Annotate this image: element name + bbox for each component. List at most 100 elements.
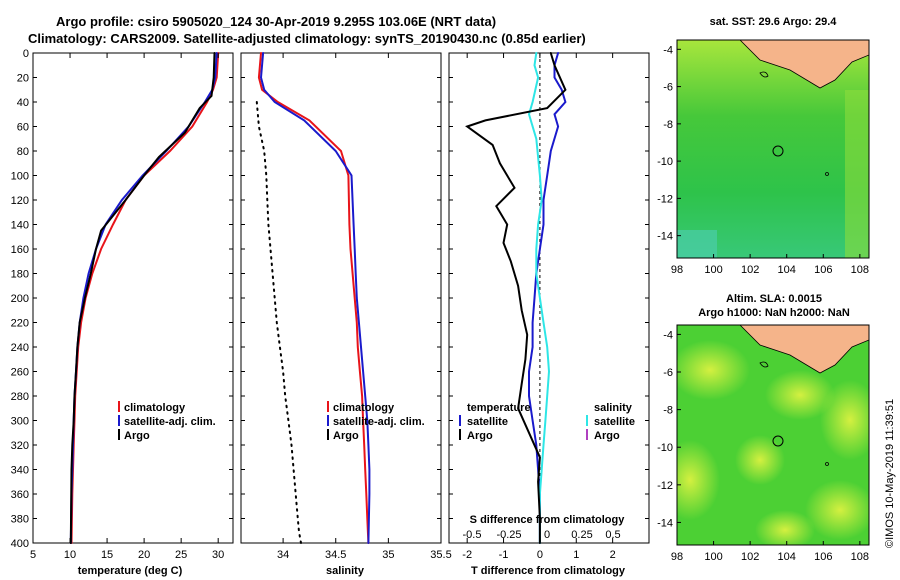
x-tick-label: -2 xyxy=(462,549,472,561)
map-x-tick-label: 102 xyxy=(741,264,759,276)
imos-credit: ©IMOS 10-May-2019 11:39:51 xyxy=(884,399,896,548)
s-tick-label: -0.25 xyxy=(496,529,521,541)
depth-tick-label: 240 xyxy=(11,342,29,354)
legend-t-argo: Argo xyxy=(467,430,493,442)
sumatra-java-landmass xyxy=(677,40,869,89)
legend-salinity-title: salinity xyxy=(594,402,633,414)
legend-climatology: climatology xyxy=(124,402,186,414)
sla-map-subtitle: Argo h1000: NaN h2000: NaN xyxy=(698,307,850,319)
salinity-panel xyxy=(240,52,442,544)
depth-tick-label: 40 xyxy=(17,97,29,109)
map-y-tick-label: -14 xyxy=(657,517,673,529)
s-tick-label: 0.5 xyxy=(605,529,620,541)
argo-location-marker xyxy=(772,435,784,447)
x-tick-label: 15 xyxy=(101,549,113,561)
series-line-climatology xyxy=(70,52,220,544)
depth-tick-label: 100 xyxy=(11,171,29,183)
depth-tick-label: 400 xyxy=(11,538,29,550)
map-y-tick-label: -8 xyxy=(663,405,673,417)
x-tick-label: 0 xyxy=(537,549,543,561)
series-line-s-satellite xyxy=(527,52,551,544)
x-axes: 5 10 15 20 25 30 34 34.5 35 35.5 -2 -1 0 1 2 -0.5 -0.25 0… xyxy=(30,53,621,561)
figure-title-line1: Argo profile: csiro 5905020_124 30-Apr-2… xyxy=(56,14,496,29)
map-x-tick-label: 104 xyxy=(778,551,796,563)
depth-tick-label: 60 xyxy=(17,122,29,134)
map-x-tick-label: 108 xyxy=(851,551,869,563)
map-y-tick-label: -4 xyxy=(663,329,673,341)
x-tick-label: 35.5 xyxy=(430,549,451,561)
map-y-tick-label: -10 xyxy=(657,442,673,454)
legend-argo: Argo xyxy=(333,430,359,442)
depth-tick-label: 140 xyxy=(11,220,29,232)
map-axes: 98 100 102 104 106 108 -4 -6 -8 -10 -12 -14 98 100 102… xyxy=(657,44,869,563)
map-x-tick-label: 98 xyxy=(671,264,683,276)
map-y-tick-label: -8 xyxy=(663,119,673,131)
series-line-argo xyxy=(255,101,302,544)
depth-tick-label: 300 xyxy=(11,416,29,428)
series-line-satellite xyxy=(69,52,218,544)
legend-satellite: satellite-adj. clim. xyxy=(333,416,425,428)
x-tick-label: -1 xyxy=(499,549,509,561)
depth-tick-label: 260 xyxy=(11,367,29,379)
legend-temperature-title: temperature xyxy=(467,402,531,414)
series-line-t-satellite xyxy=(528,52,567,544)
difference-legend: temperature satellite Argo salinity sate… xyxy=(459,402,635,442)
depth-tick-label: 20 xyxy=(17,73,29,85)
map-x-tick-label: 98 xyxy=(671,551,683,563)
x-tick-label: 10 xyxy=(64,549,76,561)
depth-tick-label: 220 xyxy=(11,318,29,330)
depth-tick-label: 380 xyxy=(11,514,29,526)
salinity-legend: climatology satellite-adj. clim. Argo xyxy=(327,401,425,442)
map-y-tick-label: -14 xyxy=(657,231,673,243)
map-x-tick-label: 104 xyxy=(778,264,796,276)
x-tick-label: 34 xyxy=(277,549,289,561)
sumatra-java-landmass xyxy=(677,325,869,374)
legend-climatology: climatology xyxy=(333,402,395,414)
depth-tick-label: 320 xyxy=(11,440,29,452)
map-x-tick-label: 106 xyxy=(814,551,832,563)
map-x-tick-label: 102 xyxy=(741,551,759,563)
map-y-tick-label: -4 xyxy=(663,44,673,56)
series-line-satellite xyxy=(259,52,371,544)
map-x-tick-label: 108 xyxy=(851,264,869,276)
temperature-panel xyxy=(32,52,234,544)
sla-map xyxy=(677,325,869,545)
profile-lines xyxy=(69,52,567,544)
t-difference-xlabel: T difference from climatology xyxy=(471,565,626,577)
salinity-xlabel: salinity xyxy=(326,565,365,577)
x-tick-label: 35 xyxy=(382,549,394,561)
series-line-argo-t xyxy=(465,52,567,544)
s-tick-label: 0 xyxy=(544,529,550,541)
s-difference-xlabel: S difference from climatology xyxy=(470,514,626,526)
series-line-climatology xyxy=(257,52,370,544)
map-x-tick-label: 106 xyxy=(814,264,832,276)
map-y-tick-label: -12 xyxy=(657,193,673,205)
depth-tick-label: 360 xyxy=(11,489,29,501)
temperature-legend: climatology satellite-adj. clim. Argo xyxy=(118,401,216,442)
depth-tick-label: 160 xyxy=(11,244,29,256)
argo-location-marker xyxy=(772,145,784,157)
series-line-argo xyxy=(69,52,216,544)
sst-map-title: sat. SST: 29.6 Argo: 29.4 xyxy=(710,16,838,28)
sla-map-title: Altim. SLA: 0.0015 xyxy=(726,293,822,305)
depth-axis: 0 20 40 60 80 100 120 140 160 180 200 220 240 260 280 3… xyxy=(11,48,649,550)
x-tick-label: 20 xyxy=(138,549,150,561)
depth-tick-label: 200 xyxy=(11,293,29,305)
x-tick-label: 30 xyxy=(212,549,224,561)
x-tick-label: 2 xyxy=(610,549,616,561)
map-y-tick-label: -12 xyxy=(657,480,673,492)
legend-satellite: satellite-adj. clim. xyxy=(124,416,216,428)
map-y-tick-label: -6 xyxy=(663,367,673,379)
x-tick-label: 5 xyxy=(30,549,36,561)
legend-argo: Argo xyxy=(124,430,150,442)
map-x-tick-label: 100 xyxy=(704,264,722,276)
map-x-tick-label: 100 xyxy=(704,551,722,563)
depth-tick-label: 120 xyxy=(11,195,29,207)
figure-title-line2: Climatology: CARS2009. Satellite-adjuste… xyxy=(28,31,586,46)
legend-s-satellite: satellite xyxy=(594,416,635,428)
map-y-tick-label: -10 xyxy=(657,156,673,168)
depth-tick-label: 0 xyxy=(23,48,29,60)
depth-tick-label: 340 xyxy=(11,465,29,477)
depth-tick-label: 80 xyxy=(17,146,29,158)
x-tick-label: 1 xyxy=(573,549,579,561)
